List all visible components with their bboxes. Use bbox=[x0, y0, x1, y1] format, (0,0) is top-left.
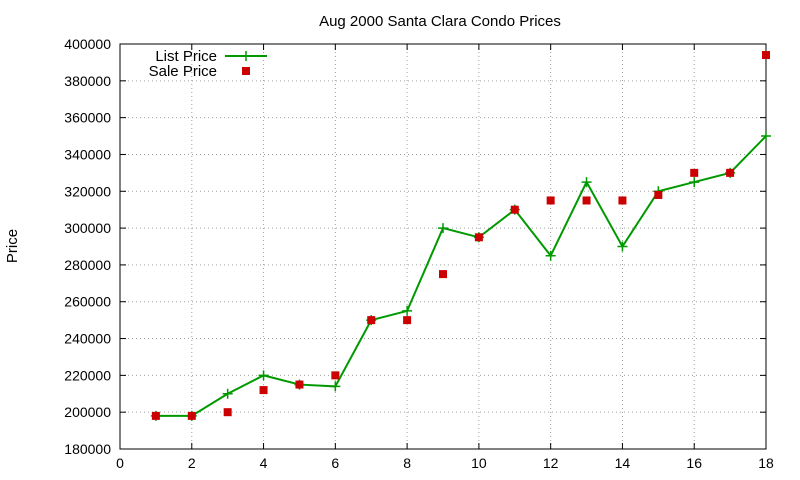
data-point-list-price bbox=[761, 131, 771, 142]
data-point-list-price bbox=[617, 241, 628, 252]
data-point-sale-price bbox=[187, 411, 196, 420]
x-tick-label: 14 bbox=[615, 455, 631, 471]
y-axis-label: Price bbox=[4, 229, 21, 263]
data-point-sale-price bbox=[582, 196, 591, 205]
data-point-sale-price bbox=[618, 196, 627, 205]
data-point-sale-price bbox=[295, 380, 304, 389]
series-line-list-price bbox=[155, 135, 767, 417]
y-tick-label: 360000 bbox=[64, 110, 111, 126]
x-tick-label: 4 bbox=[260, 455, 268, 471]
y-tick-label: 300000 bbox=[64, 220, 111, 236]
y-tick-label: 320000 bbox=[64, 183, 111, 199]
data-point-sale-price bbox=[762, 51, 770, 60]
data-point-sale-price bbox=[439, 270, 447, 279]
x-tick-label: 16 bbox=[686, 455, 702, 471]
chart-title: Aug 2000 Santa Clara Condo Prices bbox=[319, 13, 561, 30]
series-sale-price bbox=[151, 51, 770, 420]
data-point-list-price bbox=[330, 381, 341, 392]
series-list-price bbox=[150, 131, 771, 421]
y-tick-label: 180000 bbox=[64, 441, 111, 457]
data-point-list-price bbox=[581, 177, 592, 188]
data-point-sale-price bbox=[510, 205, 519, 214]
y-axis-tick-labels: 180000 200000 220000 240000 260000 280000 3000… bbox=[64, 36, 111, 457]
y-tick-label: 280000 bbox=[64, 257, 111, 273]
y-tick-label: 340000 bbox=[64, 146, 111, 162]
data-point-sale-price bbox=[331, 371, 340, 380]
x-tick-label: 2 bbox=[188, 455, 196, 471]
x-tick-label: 6 bbox=[331, 455, 339, 471]
y-tick-label: 220000 bbox=[64, 367, 111, 383]
legend: List Price Sale Price bbox=[149, 48, 267, 80]
legend-label-sale-price: Sale Price bbox=[149, 63, 217, 80]
grid-lines bbox=[120, 44, 766, 449]
plot-frame bbox=[119, 43, 767, 450]
data-point-sale-price bbox=[151, 411, 160, 420]
legend-marker-sale-price bbox=[242, 67, 250, 75]
data-point-sale-price bbox=[654, 190, 663, 199]
series-layer bbox=[150, 51, 771, 421]
data-point-sale-price bbox=[223, 408, 232, 417]
data-point-sale-price bbox=[726, 168, 735, 177]
axis-ticks bbox=[119, 43, 767, 450]
legend-label-list-price: List Price bbox=[155, 48, 217, 65]
data-point-list-price bbox=[689, 177, 700, 188]
x-tick-label: 0 bbox=[116, 455, 124, 471]
data-point-list-price bbox=[438, 223, 448, 234]
x-tick-label: 12 bbox=[543, 455, 559, 471]
data-point-list-price bbox=[402, 305, 413, 316]
y-tick-label: 240000 bbox=[64, 331, 111, 347]
data-point-sale-price bbox=[546, 196, 555, 205]
y-tick-label: 380000 bbox=[64, 73, 111, 89]
x-tick-label: 10 bbox=[471, 455, 487, 471]
y-tick-label: 200000 bbox=[64, 404, 111, 420]
data-point-sale-price bbox=[367, 316, 376, 325]
x-tick-label: 18 bbox=[758, 455, 774, 471]
x-tick-label: 8 bbox=[403, 455, 411, 471]
y-tick-label: 260000 bbox=[64, 294, 111, 310]
legend-marker-list-price bbox=[241, 51, 251, 61]
data-point-sale-price bbox=[403, 316, 412, 325]
data-point-sale-price bbox=[259, 386, 268, 395]
data-point-sale-price bbox=[474, 233, 483, 242]
data-point-list-price bbox=[258, 370, 269, 381]
y-tick-label: 400000 bbox=[64, 36, 111, 52]
data-point-list-price bbox=[222, 388, 233, 399]
x-axis-tick-labels: 0 2 4 6 8 10 12 14 16 18 bbox=[116, 455, 774, 471]
data-point-sale-price bbox=[690, 168, 699, 177]
data-point-list-price bbox=[545, 250, 556, 261]
